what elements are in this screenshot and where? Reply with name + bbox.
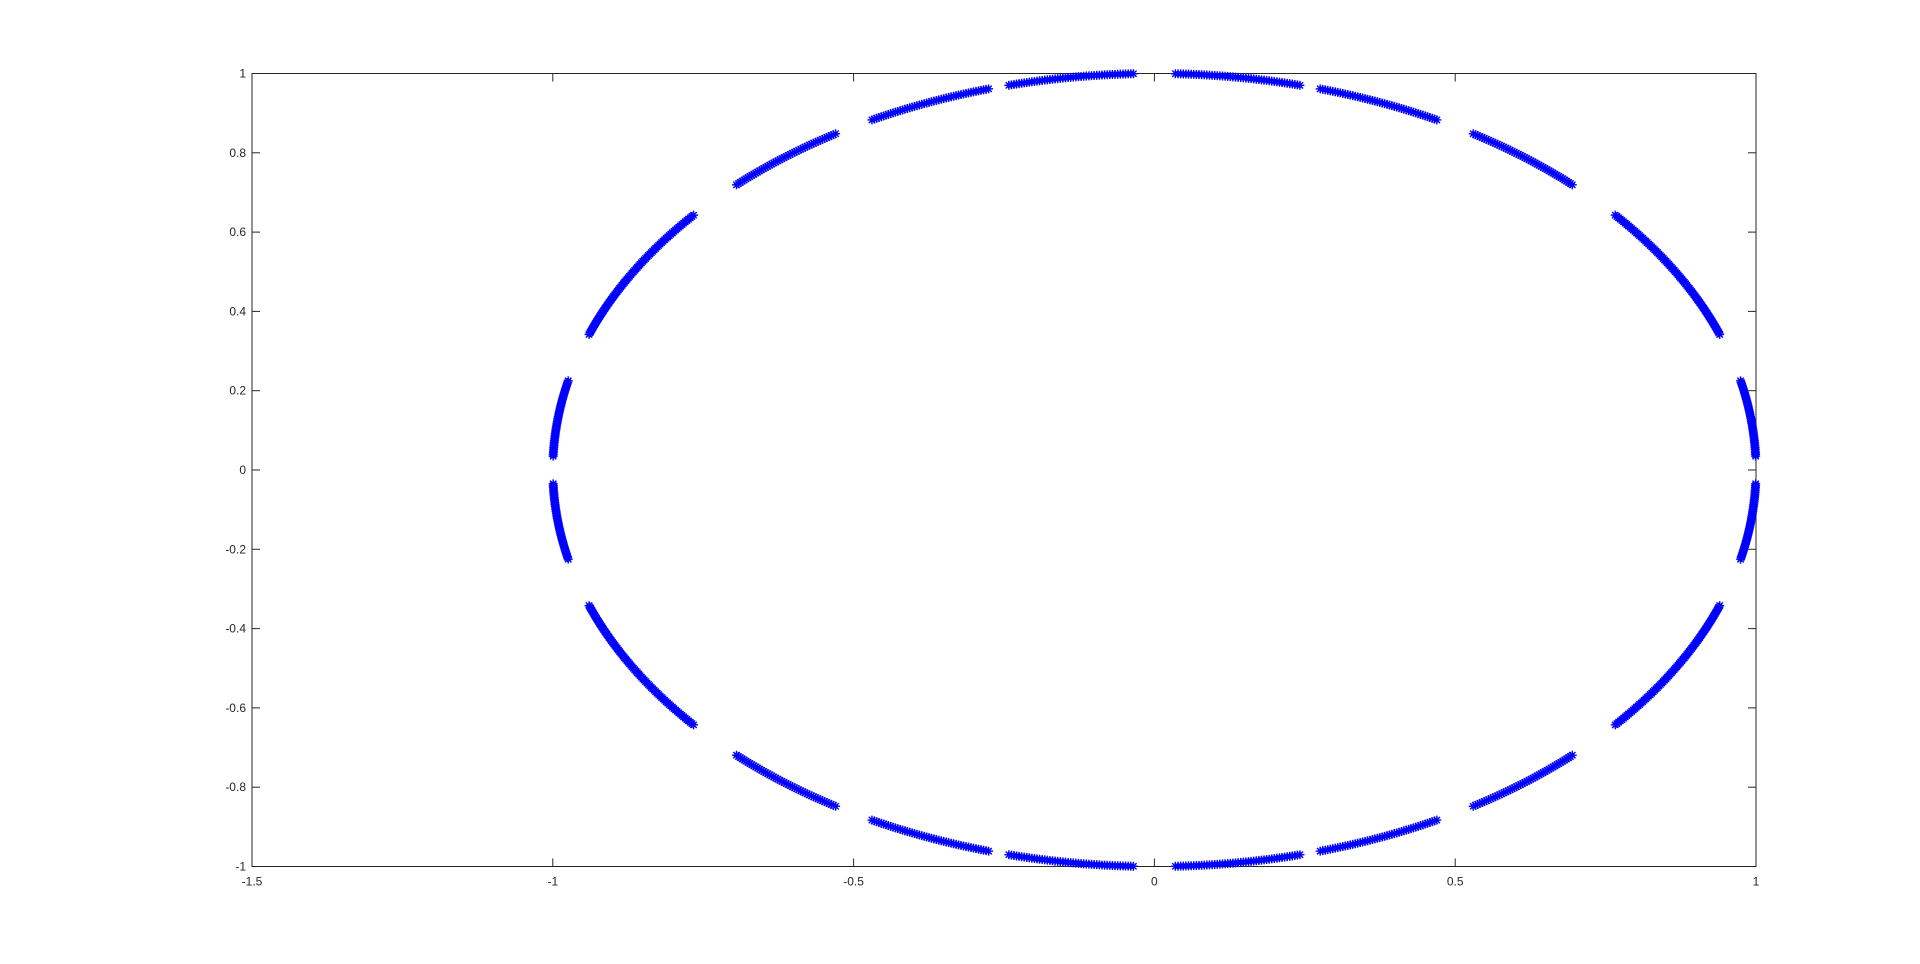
data-point — [563, 554, 573, 564]
data-point — [1715, 601, 1725, 611]
y-tick-label: 0.4 — [229, 304, 246, 318]
data-point — [731, 180, 741, 190]
plot-area-frame — [251, 73, 1757, 867]
x-tick-label: 0.5 — [1447, 875, 1464, 889]
data-point — [689, 720, 699, 730]
data-point — [1736, 376, 1746, 386]
data-point — [1295, 850, 1305, 860]
y-tick-label: 1 — [239, 67, 246, 81]
x-tick-label: 1 — [1753, 875, 1760, 889]
y-tick-label: 0 — [239, 463, 246, 477]
axis-ticks — [251, 73, 1757, 867]
data-point — [1432, 815, 1442, 825]
y-tick-label: 0.8 — [229, 146, 246, 160]
y-tick-label: -0.4 — [225, 622, 246, 636]
y-tick-label: -1 — [235, 860, 246, 874]
data-point — [867, 115, 877, 125]
data-point — [1468, 129, 1478, 139]
data-point — [1315, 84, 1325, 94]
y-tick-label: -0.8 — [225, 780, 246, 794]
data-point — [1170, 69, 1180, 79]
y-tick-label: -0.6 — [225, 701, 246, 715]
x-tick-label: -0.5 — [843, 875, 864, 889]
data-point — [1567, 750, 1577, 760]
y-tick-label: -0.2 — [225, 542, 246, 556]
x-tick-label: -1 — [547, 875, 558, 889]
data-point — [1610, 210, 1620, 220]
x-tick-label: -1.5 — [242, 875, 263, 889]
data-point — [548, 451, 558, 461]
x-tick-label: 0 — [1151, 875, 1158, 889]
data-markers — [548, 69, 1761, 871]
y-tick-label: 0.2 — [229, 384, 246, 398]
data-point — [1128, 861, 1138, 871]
y-tick-label: 0.6 — [229, 225, 246, 239]
axes-box — [251, 73, 1757, 867]
data-point — [584, 329, 594, 339]
data-point — [1751, 479, 1761, 489]
axis-tick-labels: -1.5 -1 -0.5 0 0.5 1-1-0.8-0.6-0.4-0.200.20.4… — [225, 67, 1759, 889]
data-point — [831, 801, 841, 811]
data-point — [1004, 80, 1014, 90]
data-point — [984, 846, 994, 856]
